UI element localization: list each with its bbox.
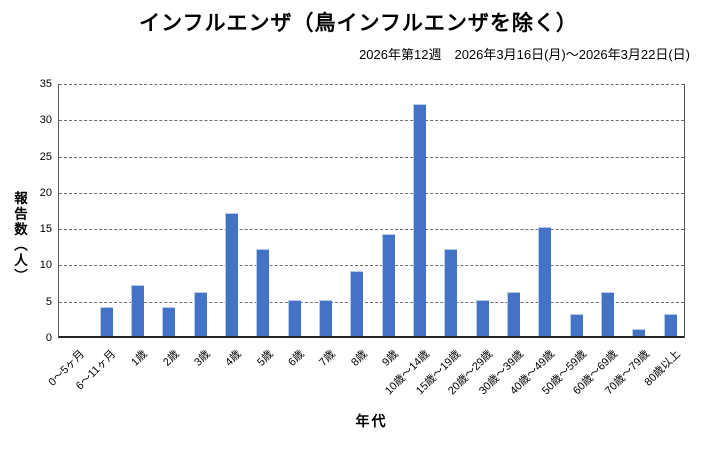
y-tick-label-30: 30 (39, 114, 52, 127)
bar-70歳～79歳 (632, 328, 646, 336)
y-axis-ticks: 0 5 10 15 20 25 30 35 (0, 78, 52, 344)
bar-40歳～49歳 (538, 227, 552, 336)
bar-9歳 (381, 234, 395, 336)
bar-6歳 (287, 299, 301, 336)
bar-60歳～69歳 (601, 292, 615, 336)
bar-8歳 (350, 270, 364, 336)
bar-10歳～14歳 (413, 103, 427, 336)
gridline-35 (59, 84, 684, 85)
gridline-5 (59, 301, 684, 303)
x-axis-ticks: 0～5ヶ月 6～11ヶ月 1歳 2歳 3歳 4歳 5歳 6歳 7歳 8歳 9歳 10歳～14歳 15歳～… (47, 338, 685, 408)
y-tick-label-20: 20 (39, 186, 52, 199)
bar-2歳 (162, 306, 176, 336)
y-tick-label-35: 35 (39, 78, 52, 90)
gridline-30 (59, 120, 684, 122)
gridline-15 (59, 229, 684, 231)
plot-area (58, 84, 685, 338)
x-tick-label-9歳: 9歳 (380, 348, 401, 369)
y-tick-label-25: 25 (39, 150, 52, 163)
gridline-25 (59, 156, 684, 158)
x-tick-label-3歳: 3歳 (192, 348, 213, 369)
x-axis-title: 年代 (355, 413, 388, 429)
y-axis-title: 報告数（人） (12, 191, 27, 284)
bar-7歳 (318, 299, 332, 336)
y-tick-label-0: 0 (45, 332, 52, 344)
bar-3歳 (193, 292, 207, 336)
x-tick-label-7歳: 7歳 (317, 348, 339, 369)
x-tick-label-8歳: 8歳 (348, 348, 370, 369)
bar-20歳～29歳 (475, 299, 489, 336)
bar-15歳～19歳 (444, 248, 458, 336)
gridline-10 (59, 265, 684, 267)
x-tick-label-5歳: 5歳 (254, 348, 276, 369)
bar-4歳 (224, 212, 238, 336)
bar-5歳 (256, 248, 270, 336)
bar-80歳以上 (663, 314, 677, 336)
y-tick-label-15: 15 (39, 223, 52, 236)
x-tick-label-2歳: 2歳 (160, 348, 182, 369)
bar-50歳～59歳 (569, 314, 583, 336)
chart-title: インフルエンザ（鳥インフルエンザを除く） (139, 12, 578, 35)
x-tick-label-6歳: 6歳 (286, 348, 307, 369)
y-tick-label-10: 10 (39, 259, 52, 272)
chart-subtitle: 2026年第12週 2026年3月16日(月)～2026年3月22日(日) (359, 47, 690, 62)
x-tick-label-4歳: 4歳 (223, 348, 245, 369)
y-tick-label-5: 5 (45, 295, 52, 308)
gridline-20 (59, 192, 684, 194)
x-tick-label-1歳: 1歳 (129, 348, 150, 369)
bar-6～11ヶ月 (99, 306, 113, 336)
bar-30歳～39歳 (507, 292, 521, 336)
bar-1歳 (130, 285, 144, 336)
